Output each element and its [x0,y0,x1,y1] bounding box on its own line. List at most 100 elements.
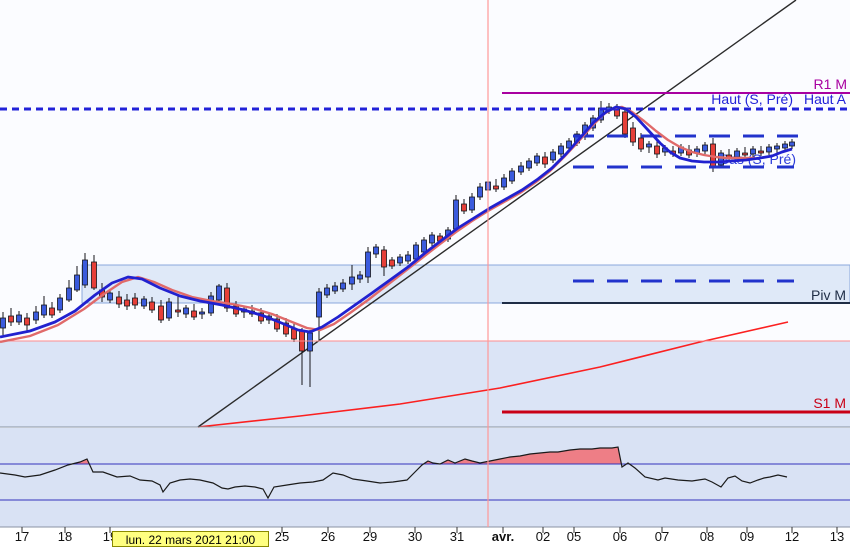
oscillator-line [0,446,788,500]
candle-up [509,170,515,182]
candle-up [183,307,189,315]
candle-down [91,261,97,289]
rising-red-trendline [197,321,789,428]
candle-up [405,254,411,262]
candle-up [558,145,564,155]
candle-down [116,296,122,305]
candle-up [324,287,330,296]
candle-up [16,314,22,323]
trend-annotations[interactable] [197,0,797,428]
candle-up [453,199,459,230]
ma-red-line [0,105,755,344]
date-tooltip: lun. 22 mars 2021 21:00 [112,531,269,547]
axis-label: avr. [492,529,514,544]
axis-label: 29 [363,529,377,544]
axis-label: 31 [450,529,464,544]
candle-down [24,317,30,326]
candle-down [8,315,14,323]
candle-up [41,304,47,316]
candle-down [542,156,548,165]
candle-up [534,155,540,164]
candle-up [750,148,756,155]
candle-up [373,246,379,255]
candle-up [782,143,788,149]
candle-up [340,282,346,290]
candle-up [199,311,205,315]
candle-up [518,165,524,173]
candle-up [550,151,556,161]
candle-up [141,298,147,307]
ma-blue-line [0,105,793,339]
candle-up [646,143,652,148]
candle-down [175,309,181,313]
candle-up [365,251,371,278]
candle-up [216,285,222,301]
candle-down [389,259,395,267]
candle-down [149,301,155,311]
oscillator-panel [0,446,850,501]
candle-up [74,274,80,291]
axis-label: 18 [58,529,72,544]
axis-label: 30 [408,529,422,544]
candle-down [191,310,197,318]
axis-label: 26 [321,529,335,544]
candle-down [224,287,230,309]
candle-up [421,239,427,253]
candle-down [630,127,636,143]
panel-dividers [0,426,850,528]
level-label: R1 M [814,76,847,92]
axis-label: 09 [740,529,754,544]
axis-label: 17 [15,529,29,544]
candle-down [622,111,628,135]
candle-up [107,292,113,301]
candle-up [166,301,172,319]
candle-up [82,259,88,286]
candle-up [766,146,772,153]
pivot-level-lines[interactable] [0,92,850,414]
axis-label: 02 [536,529,550,544]
axis-label: 12 [785,529,799,544]
candle-down [493,185,499,190]
candle-up [66,287,72,301]
candle-up [33,311,39,321]
candle-down [49,307,55,316]
ascending-trendline [197,0,797,428]
candle-up [332,285,338,292]
level-label: Haut A [804,91,847,107]
x-axis[interactable]: 17 18 19 25 26 29 30 31 avr. 02 05 06 07 08 09 12 13 [15,527,844,544]
candle-down [461,203,467,212]
candle-up [429,234,435,244]
candle-up [316,291,322,318]
candle-down [654,145,660,155]
axis-label: 07 [655,529,669,544]
axis-label: 05 [567,529,581,544]
candle-up [413,244,419,260]
candle-down [283,322,289,335]
candle-up [397,256,403,264]
candle-up [501,177,507,188]
level-labels-over: R1 M Haut (S, Pré) Haut A Piv M S1 M [711,76,847,411]
candle-up [57,297,63,311]
candle-up [349,276,355,285]
axis-label: 08 [700,529,714,544]
candle-up [469,196,475,211]
candle-down [124,299,130,307]
candle-up [0,317,6,329]
candle-up [477,186,483,198]
candle-down [381,249,387,268]
axis-label: 25 [275,529,289,544]
level-label: S1 M [813,395,846,411]
candle-down [742,152,748,156]
candle-up [307,332,313,352]
oscillator-overbought-fill [440,447,622,464]
candle-up [774,145,780,150]
candle-up [357,274,363,280]
candle-up [526,160,532,169]
axis-label: 13 [830,529,844,544]
candle-down [274,318,280,330]
candle-up [718,152,724,166]
candle-down [758,150,764,154]
candle-down [158,305,164,321]
